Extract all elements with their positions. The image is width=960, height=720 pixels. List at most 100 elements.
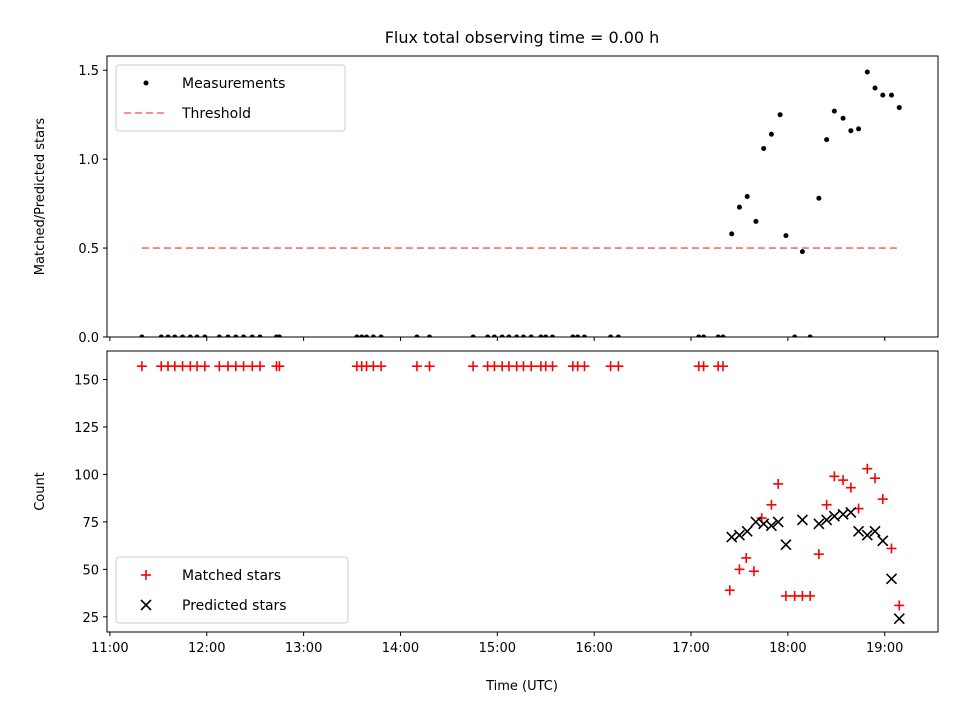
measurement-point	[777, 112, 783, 118]
legend-handle	[140, 599, 152, 611]
legend-label: Predicted stars	[182, 598, 287, 614]
predicted-star-point	[861, 529, 873, 541]
y-axis-label: Matched/Predicted stars	[33, 118, 48, 276]
predicted-star-point	[726, 531, 738, 543]
measurement-point	[864, 69, 870, 75]
matched-star-point	[748, 566, 759, 577]
measurement-point	[550, 334, 556, 337]
measurement-point	[485, 334, 491, 337]
measurement-point	[744, 194, 750, 199]
measurement-point	[848, 128, 854, 134]
measurement-point	[180, 334, 186, 337]
measurement-point	[354, 334, 360, 337]
measurement-point	[824, 137, 830, 143]
measurement-point	[139, 334, 145, 337]
measurement-point	[715, 334, 721, 337]
matched-star-point	[734, 564, 745, 575]
matched-star-point	[724, 585, 735, 596]
matched-star-point	[813, 549, 824, 560]
measurement-point	[202, 334, 208, 337]
x-tick-label: 11:00	[91, 641, 128, 656]
predicted-star-point	[733, 529, 746, 541]
measurement-point	[856, 126, 862, 132]
predicted-star-point	[780, 539, 792, 551]
matched-star-point	[136, 361, 147, 372]
matched-star-point	[877, 494, 888, 505]
measurement-point	[249, 334, 255, 337]
matched-star-point	[780, 590, 791, 601]
measurement-point	[187, 334, 193, 337]
top-panel: 0.0 0.5 1.0 1.5 Matched/Predicted stars Measu…	[33, 55, 939, 346]
bottom-panel: 25 50 75 100 125 150 11:00 12:00 13:00 14:00 15:00…	[33, 350, 939, 656]
x-tick-label: 19:00	[866, 641, 903, 656]
chart-title: Flux total observing time = 0.00 h	[385, 28, 660, 47]
matched-star-point	[424, 361, 435, 372]
measurement-point	[575, 334, 581, 337]
measurement-point	[514, 334, 520, 337]
x-tick-label: 16:00	[575, 641, 612, 656]
matched-star-point	[838, 475, 849, 486]
legend-box	[115, 556, 349, 624]
matched-star-point	[411, 361, 422, 372]
predicted-star-point	[796, 514, 808, 526]
measurement-point	[225, 334, 231, 337]
measurement-point	[570, 334, 576, 337]
measurement-point	[241, 334, 247, 337]
measurement-point	[831, 108, 837, 114]
matched-star-point	[862, 463, 873, 474]
matched-star-point	[579, 361, 590, 372]
y-tick-label: 50	[82, 563, 99, 578]
measurement-point	[491, 334, 497, 337]
matched-star-point	[886, 543, 897, 554]
matched-star-point	[274, 361, 285, 372]
predicted-star-point	[885, 573, 898, 585]
y-tick-label: 150	[74, 373, 99, 388]
measurement-point	[799, 249, 805, 255]
measurement-point	[889, 92, 895, 98]
legend: Measurements Threshold	[115, 64, 346, 132]
measurement-point	[736, 204, 742, 210]
legend-label: Threshold	[181, 106, 251, 122]
measurement-point	[370, 334, 376, 337]
y-tick-label: 1.0	[78, 153, 99, 168]
legend-handle	[141, 570, 151, 580]
measurement-point	[233, 334, 239, 337]
x-tick-label: 18:00	[769, 641, 806, 656]
measurement-point	[792, 334, 798, 337]
legend-handle	[143, 80, 149, 86]
measurement-point	[216, 334, 222, 337]
matched-star-point	[766, 499, 777, 510]
measurement-point	[172, 334, 178, 337]
measurement-point	[257, 334, 263, 337]
y-tick-label: 125	[74, 421, 99, 436]
predicted-star-point	[853, 525, 865, 537]
matched-star-point	[547, 361, 558, 372]
measurement-point	[768, 131, 774, 137]
matched-star-point	[214, 361, 225, 372]
matched-star-point	[698, 361, 709, 372]
matched-star-point	[613, 361, 624, 372]
y-tick-label: 1.5	[78, 64, 99, 79]
matched-star-point	[376, 361, 387, 372]
legend-box	[115, 64, 346, 132]
measurement-point	[896, 105, 902, 111]
matched-star-point	[717, 361, 728, 372]
y-tick-label: 75	[82, 516, 99, 531]
measurement-point	[165, 334, 171, 337]
matched-star-point	[468, 361, 479, 372]
plot-frame	[106, 350, 939, 633]
measurement-point	[520, 334, 526, 337]
predicted-star-point	[772, 516, 784, 528]
predicted-star-point	[869, 525, 881, 537]
x-tick-label: 14:00	[382, 641, 419, 656]
matched-star-point	[845, 482, 856, 493]
matched-star-point	[741, 552, 752, 563]
measurement-point	[414, 334, 420, 337]
matched-star-point	[894, 600, 905, 611]
x-axis-label: Time (UTC)	[485, 679, 558, 694]
measurement-point	[194, 334, 200, 337]
measurement-point	[701, 334, 707, 337]
measurement-point	[720, 334, 726, 337]
measurement-point	[538, 334, 544, 337]
